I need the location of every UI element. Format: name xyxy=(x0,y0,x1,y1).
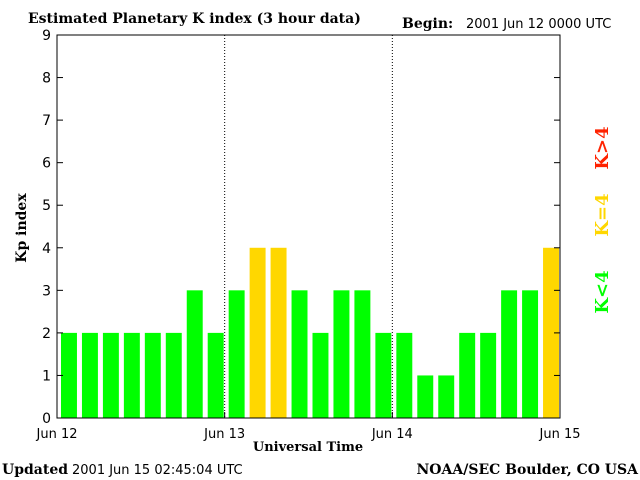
bar-12 xyxy=(312,332,329,418)
bar-14 xyxy=(354,290,371,418)
bar-1 xyxy=(81,332,98,418)
x-tick-label-1: Jun 13 xyxy=(203,427,245,442)
bar-22 xyxy=(522,290,539,418)
begin-label: Begin: xyxy=(402,16,453,32)
bar-2 xyxy=(102,332,119,418)
y-axis-label: Kp index xyxy=(14,193,30,263)
y-tick-label-2: 2 xyxy=(42,326,51,342)
bar-16 xyxy=(396,332,413,418)
chart-title: Estimated Planetary K index (3 hour data… xyxy=(28,11,361,27)
bar-10 xyxy=(270,247,287,418)
y-tick-label-8: 8 xyxy=(42,71,51,87)
bar-3 xyxy=(123,332,140,418)
source-credit: NOAA/SEC Boulder, CO USA xyxy=(417,462,640,478)
bar-8 xyxy=(228,290,245,418)
x-tick-label-3: Jun 15 xyxy=(539,427,581,442)
bar-15 xyxy=(375,332,392,418)
bar-20 xyxy=(480,332,497,418)
bar-21 xyxy=(501,290,518,418)
y-tick-label-0: 0 xyxy=(42,411,51,427)
legend-k-equal-4: K=4 xyxy=(592,193,613,236)
y-tick-label-5: 5 xyxy=(42,198,51,214)
updated-value: 2001 Jun 15 02:45:04 UTC xyxy=(72,463,243,478)
bar-17 xyxy=(417,375,434,418)
bar-18 xyxy=(438,375,455,418)
legend-k-below-4: K<4 xyxy=(592,270,613,313)
plot-area: 0 1 2 3 4 5 6 7 8 9 Jun 12 Jun 13 Jun 14 Jun 15 xyxy=(36,28,581,442)
bar-4 xyxy=(144,332,161,418)
legend-k-above-4: K>4 xyxy=(592,126,613,169)
bar-5 xyxy=(165,332,182,418)
y-tick-label-4: 4 xyxy=(42,241,51,257)
x-tick-label-2: Jun 14 xyxy=(371,427,413,442)
bar-0 xyxy=(61,332,77,418)
y-tick-label-1: 1 xyxy=(42,368,51,384)
updated-label: Updated xyxy=(2,462,68,478)
bar-6 xyxy=(186,290,203,418)
x-axis-label: Universal Time xyxy=(253,440,363,455)
bar-7 xyxy=(207,332,224,418)
y-tick-label-6: 6 xyxy=(42,156,51,172)
bar-9 xyxy=(249,247,266,418)
plot-frame xyxy=(56,34,561,419)
x-tick-label-0: Jun 12 xyxy=(36,427,78,442)
bar-11 xyxy=(291,290,308,418)
y-tick-label-3: 3 xyxy=(42,283,51,299)
bar-19 xyxy=(459,332,476,418)
y-tick-label-7: 7 xyxy=(42,113,51,129)
bar-13 xyxy=(333,290,350,418)
begin-value: 2001 Jun 12 0000 UTC xyxy=(466,17,611,32)
y-tick-label-9: 9 xyxy=(42,28,51,44)
